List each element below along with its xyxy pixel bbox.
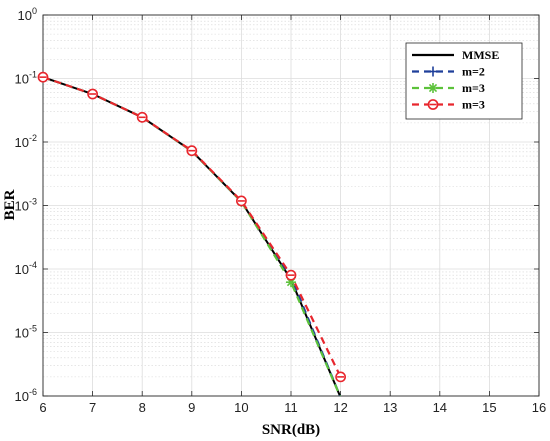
x-tick-label: 16 bbox=[532, 400, 546, 415]
x-tick-label: 10 bbox=[234, 400, 248, 415]
grid bbox=[42, 14, 540, 397]
axes: 6 7 8 9 10 11 12 13 14 15 16 100 10-1 10-2 10-3 10-4 10-… bbox=[15, 6, 547, 415]
x-tick-label: 8 bbox=[139, 400, 146, 415]
y-tick-label: 10-2 bbox=[15, 133, 37, 150]
y-tick-label: 10-5 bbox=[15, 324, 37, 341]
x-tick-label: 13 bbox=[383, 400, 397, 415]
legend: MMSE m=2 m=3 m=3 bbox=[405, 42, 523, 120]
x-axis-label: SNR(dB) bbox=[262, 422, 320, 438]
y-tick-label: 10-6 bbox=[15, 387, 37, 404]
legend-label: m=3 bbox=[462, 81, 485, 95]
circle-minus-marker bbox=[235, 195, 247, 207]
circle-minus-marker bbox=[186, 145, 198, 157]
x-tick-label: 9 bbox=[188, 400, 195, 415]
legend-label: m=3 bbox=[462, 98, 485, 112]
x-tick-label: 11 bbox=[284, 400, 298, 415]
circle-minus-marker bbox=[37, 71, 49, 83]
x-tick-label: 6 bbox=[39, 400, 46, 415]
x-tick-label: 12 bbox=[333, 400, 347, 415]
y-tick-label: 10-4 bbox=[15, 260, 37, 277]
asterisk-marker bbox=[428, 83, 438, 93]
plus-marker bbox=[428, 66, 438, 77]
y-tick-label: 10-1 bbox=[15, 70, 37, 87]
circle-minus-marker bbox=[285, 269, 297, 281]
circle-minus-marker bbox=[335, 371, 346, 383]
series-3 bbox=[37, 71, 346, 383]
legend-label: MMSE bbox=[462, 48, 499, 62]
circle-minus-marker bbox=[136, 111, 148, 123]
x-tick-label: 7 bbox=[89, 400, 96, 415]
y-axis-label: BER bbox=[2, 189, 18, 220]
y-tick-label: 100 bbox=[18, 6, 37, 23]
circle-minus-marker bbox=[87, 88, 98, 100]
legend-label: m=2 bbox=[462, 65, 485, 79]
x-tick-label: 14 bbox=[433, 400, 447, 415]
y-tick-label: 10-3 bbox=[15, 197, 37, 214]
series bbox=[37, 71, 346, 396]
x-tick-label: 15 bbox=[482, 400, 496, 415]
asterisk-stroke bbox=[428, 83, 438, 93]
circle-minus-marker bbox=[427, 99, 439, 110]
